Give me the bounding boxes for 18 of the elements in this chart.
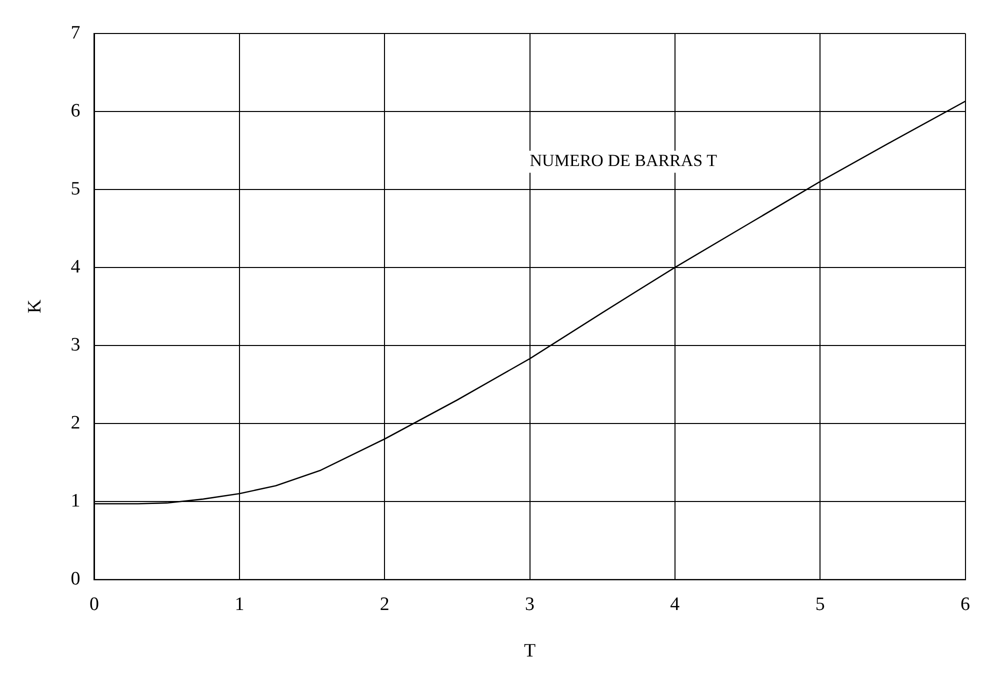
x-tick-label: 0 — [90, 594, 100, 615]
x-tick-label: 4 — [670, 594, 680, 615]
y-tick-label: 3 — [70, 334, 80, 356]
y-tick-label: 6 — [70, 100, 80, 122]
annotation: NUMERO DE BARRAS T — [530, 151, 718, 170]
y-tick-label: 4 — [70, 256, 81, 278]
y-axis-title: K — [24, 299, 46, 314]
y-tick-label: 2 — [70, 412, 80, 434]
x-tick-label: 5 — [815, 594, 825, 615]
x-axis-title: T — [524, 640, 536, 662]
y-tick-label: 0 — [70, 568, 80, 590]
x-tick-label: 6 — [960, 594, 970, 615]
x-tick-label: 3 — [525, 594, 535, 615]
y-tick-label: 7 — [70, 22, 80, 44]
y-tick-label: 5 — [70, 178, 80, 200]
y-tick-label: 1 — [70, 490, 80, 512]
x-tick-label: 1 — [234, 594, 244, 615]
x-tick-label: 2 — [380, 594, 390, 615]
